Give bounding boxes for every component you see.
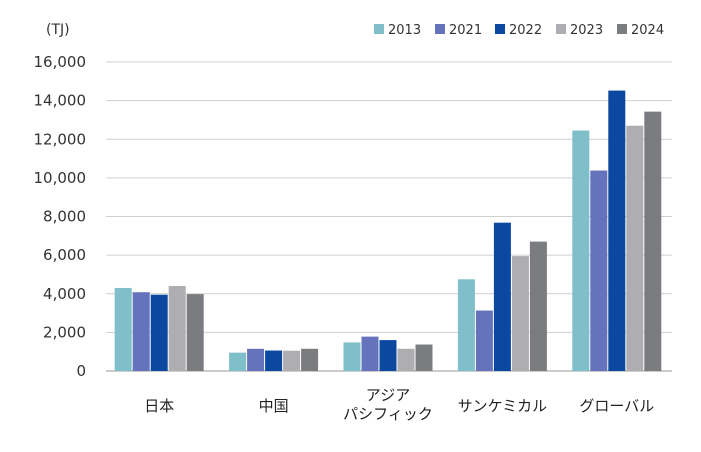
bar-2024-1 [301,348,319,371]
bar-2024-0 [186,294,204,371]
legend-label-2023: 2023 [570,23,603,38]
y-tick-label: 4,000 [43,285,86,303]
y-tick-label: 2,000 [43,323,86,341]
bar-2024-2 [415,344,433,371]
bars [114,90,662,372]
bar-2023-2 [397,348,415,371]
bar-2022-4 [608,90,626,372]
bar-2022-3 [493,222,511,371]
bar-2021-0 [132,292,150,371]
y-tick-label: 8,000 [43,208,86,226]
bar-2013-4 [572,130,590,371]
x-category-label: 中国 [259,397,289,415]
legend: 2013 2021 2022 2023 2024 [374,23,664,38]
legend-swatch-2021 [435,24,445,34]
y-tick-label: 6,000 [43,246,86,264]
y-axis-unit-label: (TJ) [46,22,70,38]
y-tick-label: 14,000 [34,92,87,110]
bar-2021-3 [475,310,493,371]
legend-label-2013: 2013 [388,23,421,38]
x-axis-category-labels: 日本 中国 アジアパシフィック サンケミカル グローバル [144,386,654,423]
bar-2023-1 [283,350,301,371]
x-category-label: アジアパシフィック [343,386,433,423]
bar-2023-0 [168,286,186,371]
legend-swatch-2013 [374,24,384,34]
bar-2013-2 [343,342,361,371]
bar-2022-2 [379,340,397,371]
y-axis-ticks: 0 2,000 4,000 6,000 8,000 10,000 12,000 14,000 1… [34,53,87,380]
bar-2023-4 [626,125,644,371]
legend-label-2024: 2024 [631,23,664,38]
bar-2013-1 [229,352,247,371]
bar-2022-0 [150,294,168,371]
bar-2013-0 [114,287,132,371]
legend-swatch-2023 [556,24,566,34]
legend-swatch-2024 [617,24,627,34]
bar-2022-1 [265,350,283,371]
x-category-label: グローバル [579,397,654,415]
x-category-label: 日本 [144,397,174,415]
bar-2021-1 [247,348,265,371]
bar-2023-3 [511,256,529,371]
y-tick-label: 12,000 [34,130,87,148]
legend-swatch-2022 [495,24,505,34]
x-category-label: サンケミカル [458,397,548,415]
y-tick-label: 0 [76,362,86,380]
bar-2024-3 [529,241,547,371]
y-tick-label: 10,000 [34,169,87,187]
legend-label-2022: 2022 [509,23,542,38]
bar-2021-4 [590,170,608,371]
bar-2013-3 [457,279,475,371]
bar-2024-4 [644,111,662,372]
legend-label-2021: 2021 [449,23,482,38]
y-tick-label: 16,000 [34,53,87,71]
bar-2021-2 [361,336,379,371]
